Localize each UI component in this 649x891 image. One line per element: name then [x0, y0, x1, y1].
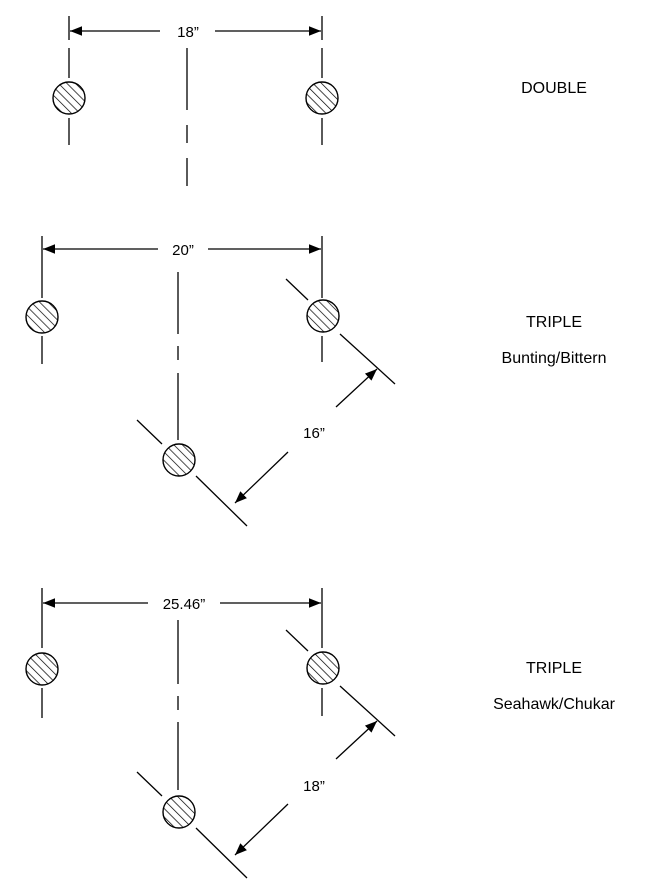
diagonal-dimension-label: 16”: [303, 425, 325, 442]
triple-seahawk-diagram: 25.46” 18” TRIPLE Seahawk/Chukar: [25, 588, 616, 879]
cylinder-left: [25, 652, 59, 686]
diagonal-dimension-label: 18”: [303, 778, 325, 795]
model-names: Bunting/Bittern: [502, 350, 607, 367]
cylinder-left: [25, 300, 59, 334]
model-names: Seahawk/Chukar: [493, 696, 616, 713]
cylinder-right: [305, 81, 339, 115]
configuration-label: TRIPLE: [526, 660, 582, 677]
cylinder-right: [306, 299, 340, 333]
configuration-label: DOUBLE: [521, 80, 587, 97]
double-diagram: 18” DOUBLE: [52, 16, 587, 186]
width-dimension-label: 20”: [172, 242, 194, 259]
cylinder-right: [306, 651, 340, 685]
cylinder-left: [52, 81, 86, 115]
triple-bunting-diagram: 20” 16” TRIPLE Bunting/Bittern: [25, 236, 607, 527]
width-dimension-label: 25.46”: [163, 596, 206, 613]
cylinder-bottom: [162, 795, 196, 829]
cylinder-bottom: [162, 443, 196, 477]
diagonal-dimension-line: [335, 368, 378, 408]
configuration-label: TRIPLE: [526, 314, 582, 331]
width-dimension-label: 18”: [177, 24, 199, 41]
diagonal-dimension-line: [335, 720, 378, 760]
